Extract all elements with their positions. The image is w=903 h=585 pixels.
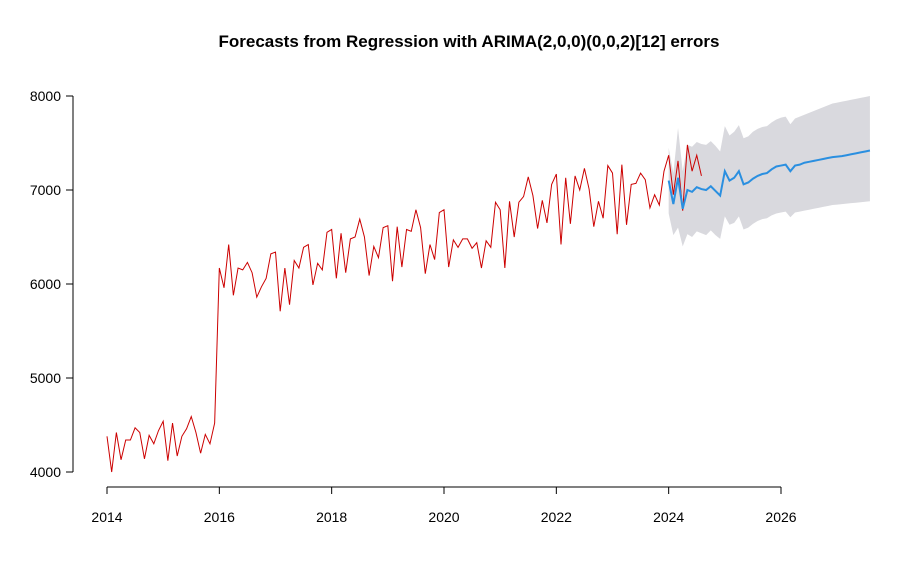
x-tick-label: 2022	[541, 509, 572, 525]
y-tick-label: 7000	[30, 182, 61, 198]
forecast-mean-line	[667, 149, 871, 210]
x-tick-label: 2024	[653, 509, 684, 525]
x-axis: 2014 2016 2018 2020 2022 2024 2026	[91, 486, 797, 525]
observed-series-line	[106, 144, 702, 473]
x-tick-label: 2026	[765, 509, 796, 525]
x-tick-label: 2018	[316, 509, 347, 525]
y-tick-label: 6000	[30, 276, 61, 292]
x-tick-label: 2014	[91, 509, 122, 525]
chart-title: Forecasts from Regression with ARIMA(2,0…	[218, 32, 719, 51]
x-tick-label: 2016	[204, 509, 235, 525]
y-tick-label: 4000	[30, 464, 61, 480]
y-tick-label: 5000	[30, 370, 61, 386]
observed-series-layer	[106, 144, 702, 473]
x-tick-label: 2020	[428, 509, 459, 525]
forecast-series-layer	[667, 149, 871, 210]
y-tick-label: 8000	[30, 88, 61, 104]
y-axis: 4000 5000 6000 7000 8000	[30, 88, 74, 480]
